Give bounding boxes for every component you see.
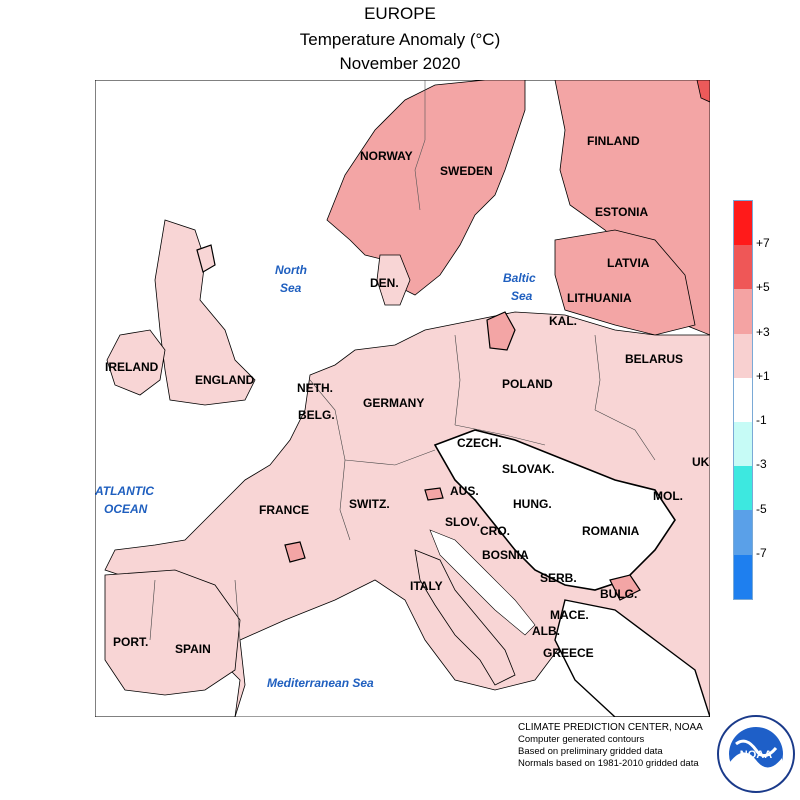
adriatic-water	[429, 529, 536, 636]
label-ukraine: UK	[692, 455, 710, 469]
baltics-land	[554, 229, 696, 336]
map-title: EUROPE	[364, 4, 436, 23]
label-ireland: IRELAND	[105, 360, 159, 374]
credit-source: CLIMATE PREDICTION CENTER, NOAA	[518, 722, 703, 733]
legend-tick-label: -5	[756, 501, 767, 516]
label-atlantic-2: OCEAN	[104, 502, 148, 516]
italy-land	[414, 549, 516, 686]
denmark-land	[376, 254, 411, 306]
label-greece: GREECE	[543, 646, 594, 660]
label-bosnia: BOSNIA	[482, 548, 529, 562]
label-macedonia: MACE.	[550, 608, 589, 622]
label-france: FRANCE	[259, 503, 309, 517]
label-belarus: BELARUS	[625, 352, 683, 366]
legend-tick-label: +7	[756, 236, 770, 251]
noaa-logo-text: NOAA	[740, 749, 772, 761]
scotland-hotspot	[196, 244, 216, 273]
label-albania: ALB.	[532, 624, 560, 638]
label-romania: ROMANIA	[582, 524, 640, 538]
label-denmark: DEN.	[370, 276, 399, 290]
finland-hotspot	[696, 80, 710, 103]
label-bulgaria: BULG.	[600, 587, 637, 601]
poland-hotspot	[486, 311, 516, 351]
legend-swatch	[734, 466, 752, 511]
legend-swatch	[734, 245, 752, 290]
legend-tick-label: -7	[756, 545, 767, 560]
label-baltic-sea-1: Baltic	[503, 271, 536, 285]
iberia-land	[104, 569, 241, 696]
label-baltic-sea-2: Sea	[511, 289, 533, 303]
bulgaria-hotspot	[609, 574, 641, 601]
label-norway: NORWAY	[360, 149, 413, 163]
europe-anomaly-map: NORWAY SWEDEN FINLAND ESTONIA LATVIA LIT…	[95, 80, 710, 717]
label-estonia: ESTONIA	[595, 205, 648, 219]
ireland-land	[106, 329, 166, 396]
label-spain: SPAIN	[175, 642, 211, 656]
label-finland: FINLAND	[587, 134, 640, 148]
label-croatia: CRO.	[480, 524, 510, 538]
label-latvia: LATVIA	[607, 256, 650, 270]
label-serbia: SERB.	[540, 571, 577, 585]
label-italy: ITALY	[410, 579, 443, 593]
noaa-logo-icon: NOAA	[717, 715, 795, 793]
legend-swatch	[734, 510, 752, 555]
label-netherlands: NETH.	[297, 381, 333, 395]
label-mediterranean: Mediterranean Sea	[267, 676, 374, 690]
label-czechia: CZECH.	[457, 436, 502, 450]
label-slovenia: SLOV.	[445, 515, 480, 529]
legend-tick-label: +5	[756, 280, 770, 295]
country-borders	[149, 334, 656, 641]
anomaly-color-legend	[733, 200, 753, 600]
norway-sweden-border	[414, 80, 426, 211]
label-sweden: SWEDEN	[440, 164, 493, 178]
label-austria: AUS.	[450, 484, 479, 498]
credits-block: CLIMATE PREDICTION CENTER, NOAA Computer…	[518, 722, 703, 770]
label-england: ENGLAND	[195, 373, 255, 387]
label-north-sea-1: North	[275, 263, 307, 277]
alps-hotspot	[424, 487, 444, 501]
legend-swatch	[734, 377, 752, 422]
legend-swatch	[734, 554, 752, 599]
label-belgium: BELG.	[298, 408, 335, 422]
legend-swatch	[734, 289, 752, 334]
map-variable: Temperature Anomaly (°C)	[299, 30, 501, 49]
france-hotspot	[284, 541, 306, 563]
label-switzerland: SWITZ.	[349, 497, 390, 511]
legend-tick-label: -1	[756, 413, 767, 428]
legend-tick-label: -3	[756, 457, 767, 472]
greece-neutral-zone	[554, 599, 710, 717]
credit-data: Based on preliminary gridded data	[518, 746, 663, 757]
legend-tick-label: +3	[756, 324, 770, 339]
credit-contours: Computer generated contours	[518, 734, 645, 745]
label-atlantic-1: ATLANTIC	[95, 484, 154, 498]
legend-tick-label: +1	[756, 368, 770, 383]
label-poland: POLAND	[502, 377, 553, 391]
label-north-sea-2: Sea	[280, 281, 302, 295]
label-germany: GERMANY	[363, 396, 424, 410]
legend-swatch	[734, 421, 752, 467]
legend-swatch	[734, 201, 752, 246]
label-slovakia: SLOVAK.	[502, 462, 554, 476]
credit-normals: Normals based on 1981-2010 gridded data	[518, 758, 699, 769]
label-kaliningrad: KAL.	[549, 314, 577, 328]
label-lithuania: LITHUANIA	[567, 291, 632, 305]
label-portugal: PORT.	[113, 635, 148, 649]
map-period: November 2020	[339, 54, 461, 73]
label-moldova: MOL.	[653, 489, 683, 503]
legend-swatch	[734, 333, 752, 378]
label-hungary: HUNG.	[513, 497, 552, 511]
